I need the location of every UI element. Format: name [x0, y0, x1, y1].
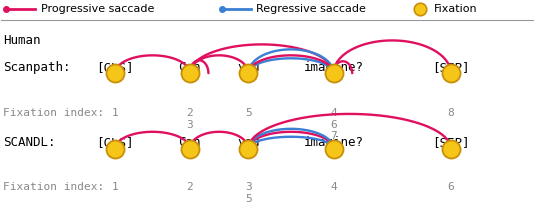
Text: [SEP]: [SEP]	[432, 61, 469, 74]
Text: Human: Human	[3, 34, 41, 47]
Text: 6: 6	[447, 182, 454, 192]
Text: Scanpath:: Scanpath:	[3, 61, 71, 74]
Text: 2
3: 2 3	[186, 108, 193, 130]
Text: 3
5: 3 5	[245, 182, 252, 204]
Text: Progressive saccade: Progressive saccade	[41, 4, 154, 14]
Text: 5: 5	[245, 108, 252, 118]
Text: Fixation: Fixation	[434, 4, 477, 14]
Text: you: you	[237, 61, 260, 74]
Text: 4
6
7: 4 6 7	[330, 108, 337, 141]
Text: SCANDL:: SCANDL:	[3, 136, 56, 149]
Text: 1: 1	[112, 182, 119, 192]
Text: imagine?: imagine?	[303, 61, 364, 74]
Text: Can: Can	[178, 61, 201, 74]
Text: 2: 2	[186, 182, 193, 192]
Text: 8: 8	[447, 108, 454, 118]
Text: 1: 1	[112, 108, 119, 118]
Text: Can: Can	[178, 136, 201, 149]
Text: you: you	[237, 136, 260, 149]
Text: Regressive saccade: Regressive saccade	[256, 4, 366, 14]
Text: 4: 4	[330, 182, 337, 192]
Text: Fixation index:: Fixation index:	[3, 108, 105, 118]
Text: Fixation index:: Fixation index:	[3, 182, 105, 192]
Text: [CLS]: [CLS]	[97, 136, 134, 149]
Text: [CLS]: [CLS]	[97, 61, 134, 74]
Text: [SEP]: [SEP]	[432, 136, 469, 149]
Text: imagine?: imagine?	[303, 136, 364, 149]
